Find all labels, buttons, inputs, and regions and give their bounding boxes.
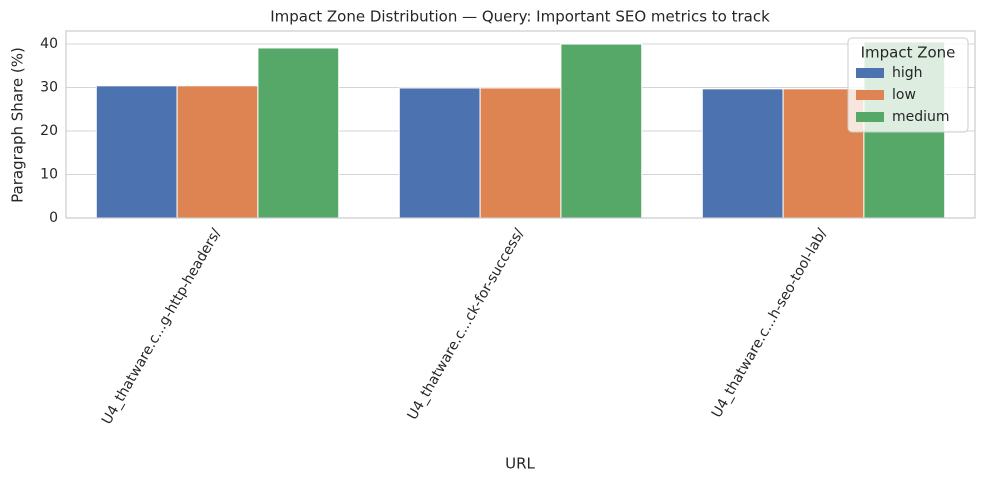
legend-swatch [856,90,884,100]
bar [701,88,784,219]
legend: Impact Zone high low medium [847,37,969,133]
bar [95,85,178,219]
y-tick-label: 40 [40,36,58,52]
bar [479,87,562,219]
legend-title: Impact Zone [861,44,956,62]
chart-title: Impact Zone Distribution — Query: Import… [270,8,770,26]
x-axis-label: URL [505,455,535,473]
legend-label: high [892,65,923,81]
legend-swatch [856,112,884,122]
x-tick-label: U4_thatware.c...ck-for-success/ [405,226,528,423]
y-tick-label: 30 [40,80,58,96]
legend-label: low [892,87,916,103]
bar [176,85,259,219]
y-tick-label: 20 [40,123,58,139]
plot-frame [65,30,976,219]
x-tick-label: U4_thatware.c...h-seo-tool-lab/ [709,226,831,421]
y-axis-label: Paragraph Share (%) [9,47,27,203]
bar [257,47,340,219]
y-tick-label: 10 [40,167,58,183]
y-tick-label: 0 [49,210,58,226]
legend-box [847,37,969,133]
legend-swatch [856,68,884,78]
legend-label: medium [892,109,950,125]
bar [398,87,481,219]
bar [560,43,643,219]
x-tick-label: U4_thatware.c...g-http-headers/ [99,226,225,428]
